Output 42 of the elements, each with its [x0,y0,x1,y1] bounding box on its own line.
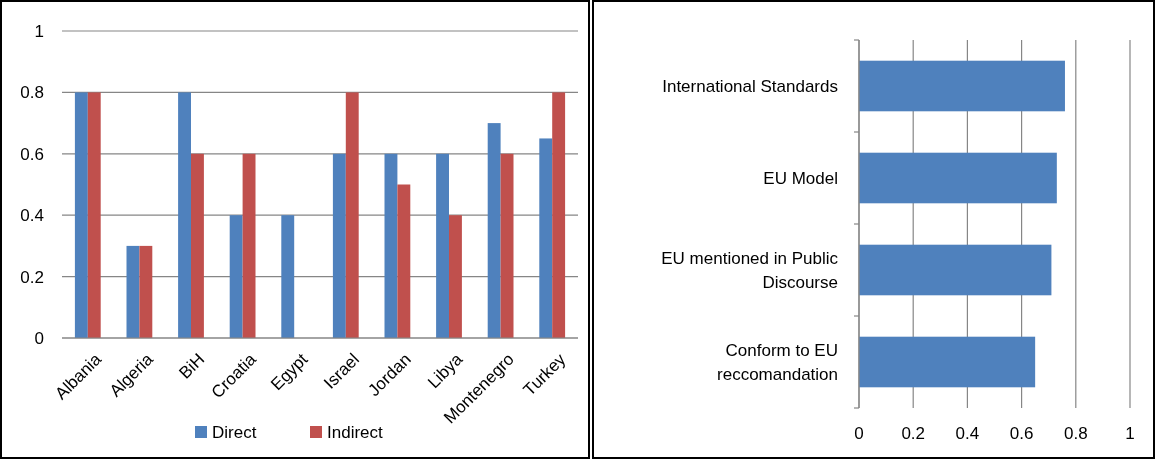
bar [126,245,140,338]
y-tick-label: 1 [34,21,44,41]
bar [332,153,346,338]
legend-label: Indirect [327,422,384,442]
bar [859,336,1036,388]
bar [436,153,449,338]
bar [500,153,514,338]
bar [449,215,462,338]
x-tick-label: 0.6 [1009,423,1034,443]
x-tick-label: 0 [854,423,864,443]
y-tick-label: EU Model [763,168,838,188]
bar [487,123,501,338]
y-tick-label: 0.2 [20,267,44,287]
bar [191,153,204,338]
bar [229,215,243,338]
bar [87,92,101,338]
y-tick-label: 0.8 [20,83,44,103]
bar [859,152,1057,204]
bar [859,60,1065,112]
bar [74,92,88,338]
y-tick-label: Conform to EU reccomandation [717,340,838,384]
bar [345,92,359,338]
x-tick-label: 0.2 [901,423,926,443]
bar [552,92,566,338]
bar [139,245,153,338]
y-tick-label: 0 [34,328,44,348]
y-tick-label: 0.4 [20,206,44,226]
bar [281,215,295,338]
bar [178,92,191,338]
x-tick-label: BiH [175,349,209,383]
bar [242,153,256,338]
bar [397,184,411,338]
y-tick-label: International Standards [662,76,838,96]
x-tick-label: 0.8 [1063,423,1088,443]
x-tick-label: 1 [1125,423,1135,443]
x-tick-label: 0.4 [955,423,980,443]
y-tick-label: 0.6 [20,144,44,164]
bar [859,244,1052,296]
bar [384,153,398,338]
legend-label: Direct [212,422,257,442]
bar [539,138,553,338]
y-tick-label: EU mentioned in Public Discourse [661,248,839,292]
